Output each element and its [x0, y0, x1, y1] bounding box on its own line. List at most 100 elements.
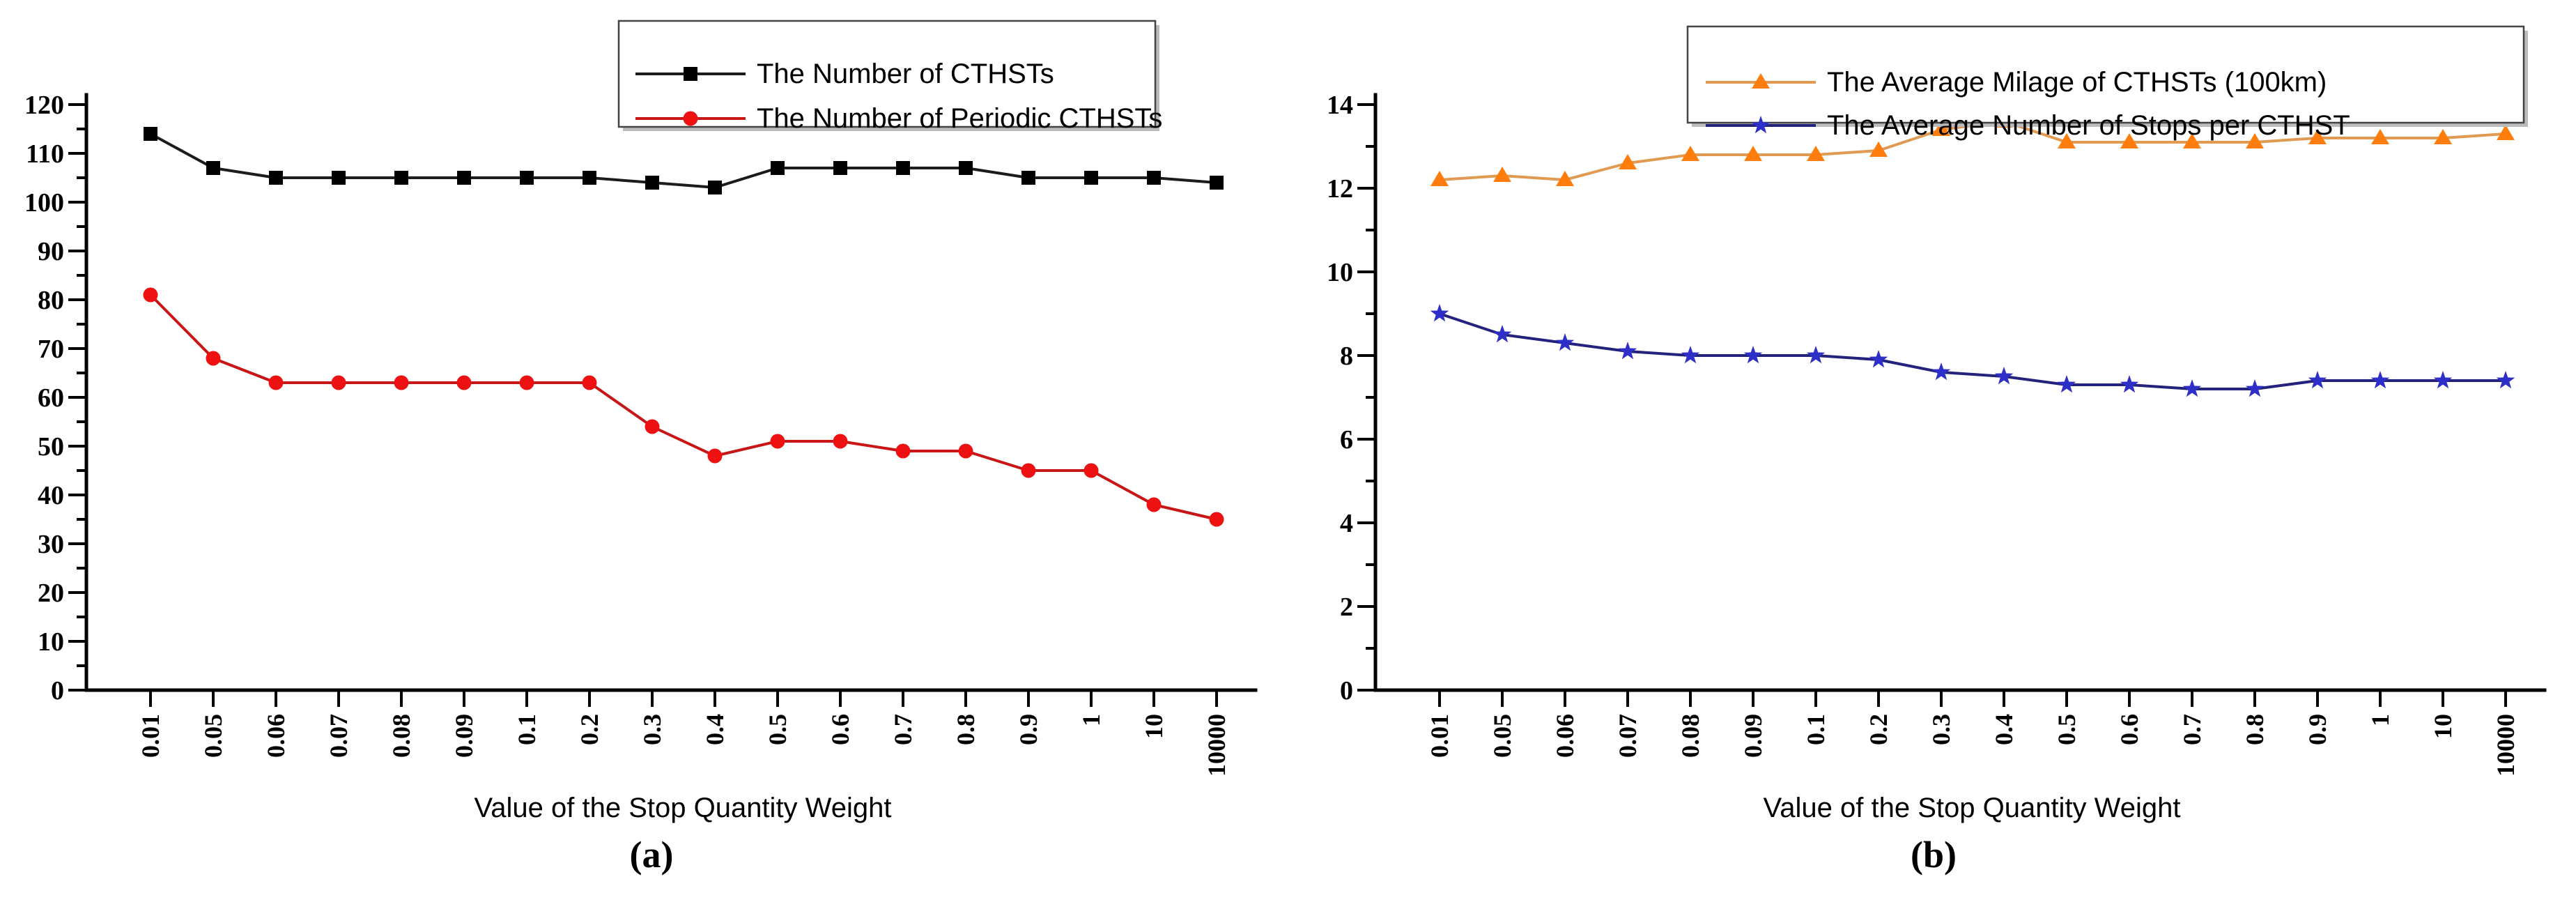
y-axis-ticks: 0 2 4 6 8 10 12 14 [1327, 91, 1375, 705]
x-tick-label: 0.07 [325, 714, 353, 758]
x-tick-label: 10000 [2492, 714, 2520, 777]
x-axis-title: Value of the Stop Quantity Weight [1764, 793, 2181, 823]
caption-a: (a) [629, 834, 674, 876]
x-tick-label: 1 [2366, 714, 2394, 726]
legend-label: The Number of Periodic CTHSTs [757, 103, 1162, 134]
star-marker [1869, 350, 1888, 368]
circle-marker [143, 287, 158, 303]
square-marker [269, 171, 283, 185]
x-tick-label: 0.9 [2304, 714, 2331, 745]
legend: The Number of CTHSTs The Number of Period… [617, 20, 1162, 134]
triangle-marker [2058, 133, 2076, 148]
y-tick-label: 4 [1340, 509, 1353, 538]
y-tick-label: 10 [38, 627, 64, 657]
square-marker [457, 171, 471, 185]
series-second [143, 287, 1224, 527]
x-axis-title: Value of the Stop Quantity Weight [475, 793, 892, 823]
circle-marker [683, 111, 698, 126]
star-marker [1493, 325, 1512, 343]
x-tick-label: 0.6 [2115, 714, 2143, 745]
circle-marker [456, 375, 472, 390]
star-marker [2057, 375, 2076, 393]
y-tick-label: 6 [1340, 425, 1353, 455]
y-tick-label: 0 [51, 676, 64, 705]
square-marker [144, 127, 157, 141]
y-axis-ticks: 0 10 20 30 40 50 60 70 80 90 100 110 120 [24, 91, 86, 705]
y-tick-label: 60 [38, 383, 64, 413]
triangle-marker [2434, 129, 2452, 144]
star-marker [1994, 367, 2014, 385]
square-marker [520, 171, 534, 185]
y-tick-label: 14 [1327, 91, 1353, 120]
y-tick-label: 8 [1340, 342, 1353, 371]
x-tick-label: 1 [1077, 714, 1105, 726]
series-line [150, 132, 1217, 189]
y-tick-label: 40 [38, 481, 64, 510]
x-tick-label: 0.09 [450, 714, 478, 758]
square-marker [645, 176, 659, 190]
circle-marker [331, 375, 346, 390]
series-second [1430, 304, 2515, 397]
x-tick-label: 10 [1140, 714, 1168, 739]
star-marker [1806, 346, 1826, 364]
circle-marker [895, 443, 911, 459]
x-tick-label: 0.4 [701, 714, 729, 745]
star-marker [1430, 304, 1449, 322]
triangle-marker [1869, 142, 1888, 157]
y-tick-label: 20 [38, 579, 64, 608]
square-marker [1084, 171, 1098, 185]
x-axis-ticks: 0.01 0.05 0.06 0.07 0.08 0.09 0.1 0.2 0.3 0.4 0.5 0… [1426, 690, 2520, 777]
y-tick-label: 120 [24, 91, 64, 120]
triangle-marker [1752, 73, 1770, 89]
square-marker [332, 171, 346, 185]
y-tick-label: 0 [1340, 676, 1353, 705]
x-tick-label: 0.09 [1739, 714, 1767, 758]
circle-marker [582, 375, 597, 390]
x-tick-label: 0.01 [137, 714, 164, 758]
triangle-marker [2246, 133, 2264, 148]
triangle-marker [1744, 146, 1762, 161]
legend-label: The Average Number of Stops per CTHST [1827, 110, 2350, 141]
circle-marker [1209, 512, 1224, 527]
square-marker [771, 161, 785, 175]
square-marker [896, 161, 910, 175]
y-tick-label: 50 [38, 432, 64, 461]
series-line [149, 293, 1217, 521]
star-marker [2245, 379, 2265, 397]
star-marker [2370, 371, 2390, 389]
star-marker [1681, 346, 1700, 364]
triangle-marker [1807, 146, 1825, 161]
star-marker [1555, 333, 1575, 351]
x-tick-label: 0.07 [1614, 714, 1642, 758]
x-tick-label: 0.1 [1802, 714, 1830, 745]
triangle-marker [1430, 171, 1449, 186]
y-tick-label: 12 [1327, 174, 1353, 204]
x-tick-label: 0.05 [199, 714, 227, 758]
chart-b: 0 2 4 6 8 10 12 14 0.01 0.05 0.06 0.07 0.08 0.09 0.1 0.… [1289, 0, 2576, 916]
circle-marker [206, 351, 221, 366]
square-marker [684, 67, 697, 81]
square-marker [1021, 171, 1035, 185]
y-tick-label: 90 [38, 237, 64, 266]
circle-marker [770, 434, 785, 449]
y-tick-label: 70 [38, 335, 64, 364]
axes [84, 93, 1258, 692]
star-marker [2120, 375, 2139, 393]
caption-b: (b) [1911, 834, 1957, 876]
star-marker [2182, 379, 2202, 397]
triangle-marker [2183, 133, 2201, 148]
circle-marker [1021, 463, 1036, 478]
x-tick-label: 0.2 [576, 714, 603, 745]
y-tick-label: 10 [1327, 258, 1353, 287]
circle-marker [268, 375, 284, 390]
chart-a: 0 10 20 30 40 50 60 70 80 90 100 110 120 0.01 0.05 0.06… [24, 20, 1258, 823]
legend-label: The Average Milage of CTHSTs (100km) [1827, 67, 2327, 98]
x-tick-label: 0.3 [638, 714, 666, 745]
square-marker [394, 171, 408, 185]
x-tick-label: 0.5 [764, 714, 792, 745]
triangle-marker [2308, 129, 2327, 144]
star-marker [2308, 371, 2327, 389]
x-tick-label: 0.5 [2053, 714, 2081, 745]
legend-label: The Number of CTHSTs [757, 59, 1054, 89]
